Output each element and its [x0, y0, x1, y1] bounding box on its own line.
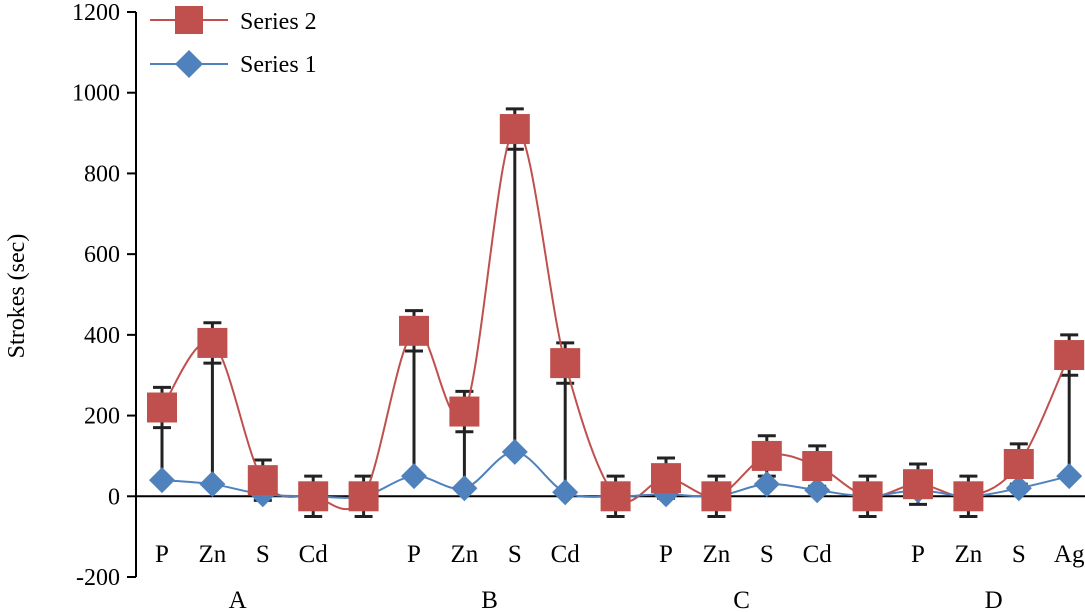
series-1-point — [1005, 475, 1032, 502]
series-2-point — [651, 463, 681, 494]
x-tick-label: S — [256, 541, 270, 568]
series-1-point — [401, 463, 427, 490]
series-2-point — [298, 481, 329, 512]
y-tick-label: 1200 — [72, 0, 120, 26]
x-tick-label: Cd — [551, 541, 581, 568]
series-2-point — [550, 348, 581, 379]
x-group-label: B — [481, 587, 498, 612]
series-1-point — [451, 475, 478, 502]
y-tick-label: -200 — [76, 565, 120, 591]
series-2-point — [1003, 449, 1034, 479]
x-category-labels: P Zn S Cd P Zn S Cd P Zn S Cd P Zn S Ag — [155, 541, 1085, 568]
x-group-labels: A B C D — [229, 587, 1003, 612]
series-1-point — [552, 479, 579, 506]
series-2-point — [499, 114, 530, 145]
y-tick-label: 400 — [84, 323, 120, 349]
series-2-point — [147, 392, 177, 423]
series-1-point — [501, 438, 528, 465]
series-2-point — [348, 481, 379, 512]
y-tick-label: 1000 — [72, 81, 120, 107]
series-1-point — [804, 477, 831, 504]
x-tick-label: S — [1012, 541, 1026, 568]
error-bars — [153, 107, 1079, 518]
x-tick-label: P — [407, 541, 421, 568]
series-2-point — [1054, 340, 1085, 371]
series-1-point — [149, 467, 175, 494]
x-tick-label: Zn — [199, 541, 227, 568]
series-2-point — [701, 481, 732, 512]
x-group-label: D — [985, 587, 1003, 612]
series-1-point — [1056, 463, 1083, 490]
x-tick-label: Zn — [451, 541, 479, 568]
y-ticks: -200 0 200 400 600 800 1000 1200 — [72, 0, 136, 591]
x-tick-label: S — [760, 541, 774, 568]
series-2-point — [802, 451, 833, 482]
x-tick-label: Zn — [955, 541, 983, 568]
legend-marker-series-1 — [175, 50, 203, 78]
legend-label-series-1: Series 1 — [240, 52, 317, 78]
series-2-point — [953, 481, 984, 512]
x-tick-label: S — [508, 541, 522, 568]
x-tick-label: Ag — [1054, 541, 1085, 568]
series-2-point — [751, 440, 782, 471]
legend: Series 2 Series 1 — [150, 6, 317, 78]
series-markers — [147, 114, 1085, 512]
x-group-label: A — [229, 587, 247, 612]
y-tick-label: 800 — [84, 161, 120, 187]
y-tick-label: 600 — [84, 242, 120, 268]
legend-label-series-2: Series 2 — [240, 9, 317, 35]
series-lines — [161, 128, 1071, 511]
x-tick-label: Cd — [803, 541, 833, 568]
y-tick-label: 200 — [84, 404, 120, 430]
x-tick-label: Zn — [703, 541, 731, 568]
series-2-point — [852, 481, 883, 512]
series-2-point — [600, 481, 631, 512]
y-axis-title: Strokes (sec) — [4, 234, 30, 359]
x-tick-label: P — [659, 541, 673, 568]
series-2-point — [399, 315, 429, 346]
series-1-point — [199, 471, 226, 498]
y-tick-label: 0 — [108, 484, 120, 510]
legend-marker-series-2 — [175, 6, 203, 34]
x-tick-label: P — [155, 541, 169, 568]
series-1-point — [753, 471, 780, 498]
x-group-label: C — [733, 587, 750, 612]
series-2-point — [247, 465, 278, 496]
x-tick-label: P — [911, 541, 925, 568]
series-line-series-2 — [161, 128, 1071, 511]
series-2-point — [903, 469, 933, 500]
x-tick-label: Cd — [299, 541, 329, 568]
series-2-point — [449, 396, 480, 427]
series-2-point — [197, 327, 228, 358]
